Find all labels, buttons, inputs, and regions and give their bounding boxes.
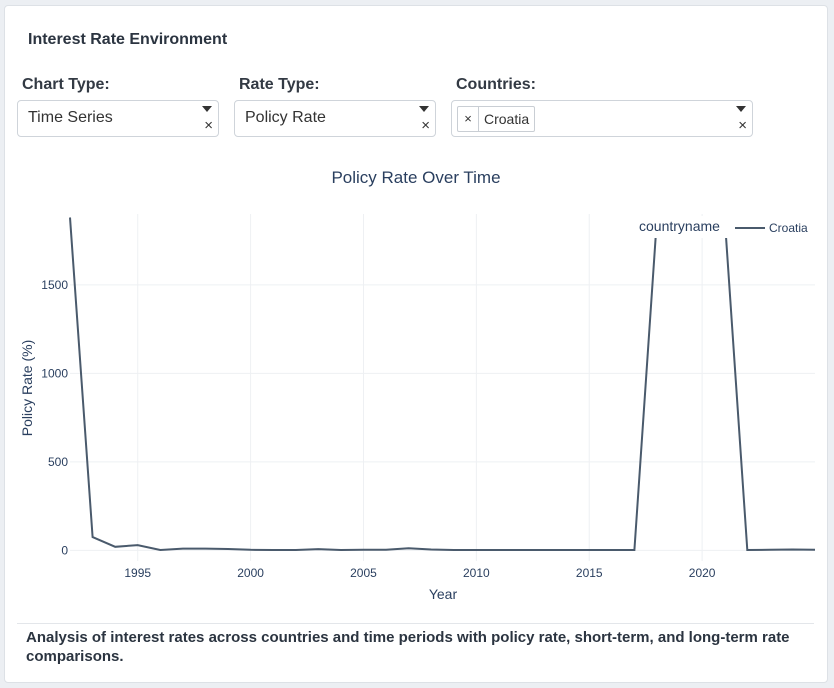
chevron-down-icon[interactable] [736, 106, 746, 112]
axis-ticks: 1995 2000 2005 2010 2015 2020 0 500 1000 1500 [41, 278, 715, 580]
x-tick-label: 1995 [124, 566, 151, 580]
chart-type-dropdown[interactable]: Time Series × [17, 100, 219, 137]
chart-type-label: Chart Type: [22, 76, 110, 93]
y-tick-label: 1500 [41, 278, 68, 292]
legend-item-croatia[interactable]: Croatia [769, 221, 808, 235]
clear-icon[interactable]: × [738, 117, 747, 134]
x-axis-title: Year [429, 586, 458, 602]
x-tick-label: 2015 [576, 566, 603, 580]
description-text: Analysis of interest rates across countr… [26, 629, 790, 665]
remove-chip-icon[interactable]: × [458, 107, 479, 131]
x-tick-label: 2005 [350, 566, 377, 580]
countries-dropdown[interactable]: × Croatia × [451, 100, 753, 137]
chart-title: Policy Rate Over Time [331, 168, 500, 187]
rate-type-dropdown[interactable]: Policy Rate × [234, 100, 436, 137]
y-tick-label: 1000 [41, 366, 68, 380]
y-tick-label: 0 [61, 543, 68, 557]
country-chip: × Croatia [457, 106, 536, 132]
divider [17, 623, 814, 624]
countries-label: Countries: [456, 76, 536, 93]
x-tick-label: 2020 [689, 566, 716, 580]
policy-rate-chart[interactable]: 1995 2000 2005 2010 2015 2020 0 500 1000 1500 Pol… [0, 0, 834, 620]
gridlines [70, 214, 815, 561]
legend-title: countryname [639, 218, 720, 234]
chevron-down-icon[interactable] [419, 106, 429, 112]
x-tick-label: 2010 [463, 566, 490, 580]
rate-type-value: Policy Rate [245, 109, 326, 126]
clear-icon[interactable]: × [421, 117, 430, 134]
rate-type-label: Rate Type: [239, 76, 320, 93]
chart-type-value: Time Series [28, 109, 113, 126]
legend-background [636, 216, 812, 238]
page-title: Interest Rate Environment [28, 31, 228, 48]
series-line-croatia[interactable] [69, 216, 816, 552]
x-tick-label: 2000 [237, 566, 264, 580]
y-axis-title: Policy Rate (%) [19, 340, 35, 436]
country-chip-label: Croatia [484, 111, 530, 127]
y-tick-label: 500 [48, 455, 68, 469]
clear-icon[interactable]: × [204, 117, 213, 134]
chevron-down-icon[interactable] [202, 106, 212, 112]
